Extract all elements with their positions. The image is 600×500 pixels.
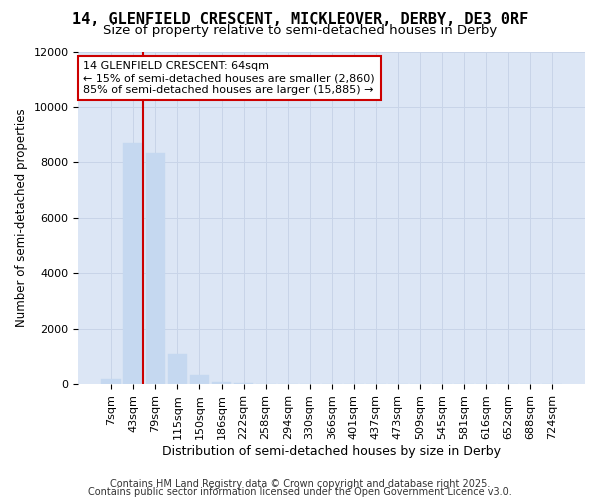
Text: Size of property relative to semi-detached houses in Derby: Size of property relative to semi-detach…	[103, 24, 497, 37]
Text: Contains HM Land Registry data © Crown copyright and database right 2025.: Contains HM Land Registry data © Crown c…	[110, 479, 490, 489]
Bar	[190, 374, 209, 384]
Text: Contains public sector information licensed under the Open Government Licence v3: Contains public sector information licen…	[88, 487, 512, 497]
Bar	[124, 143, 143, 384]
Bar	[212, 382, 232, 384]
Y-axis label: Number of semi-detached properties: Number of semi-detached properties	[15, 108, 28, 327]
Bar	[146, 152, 166, 384]
Text: 14 GLENFIELD CRESCENT: 64sqm
← 15% of semi-detached houses are smaller (2,860)
8: 14 GLENFIELD CRESCENT: 64sqm ← 15% of se…	[83, 62, 375, 94]
Text: 14, GLENFIELD CRESCENT, MICKLEOVER, DERBY, DE3 0RF: 14, GLENFIELD CRESCENT, MICKLEOVER, DERB…	[72, 12, 528, 28]
Bar	[101, 378, 121, 384]
Bar	[167, 354, 187, 384]
X-axis label: Distribution of semi-detached houses by size in Derby: Distribution of semi-detached houses by …	[162, 444, 501, 458]
